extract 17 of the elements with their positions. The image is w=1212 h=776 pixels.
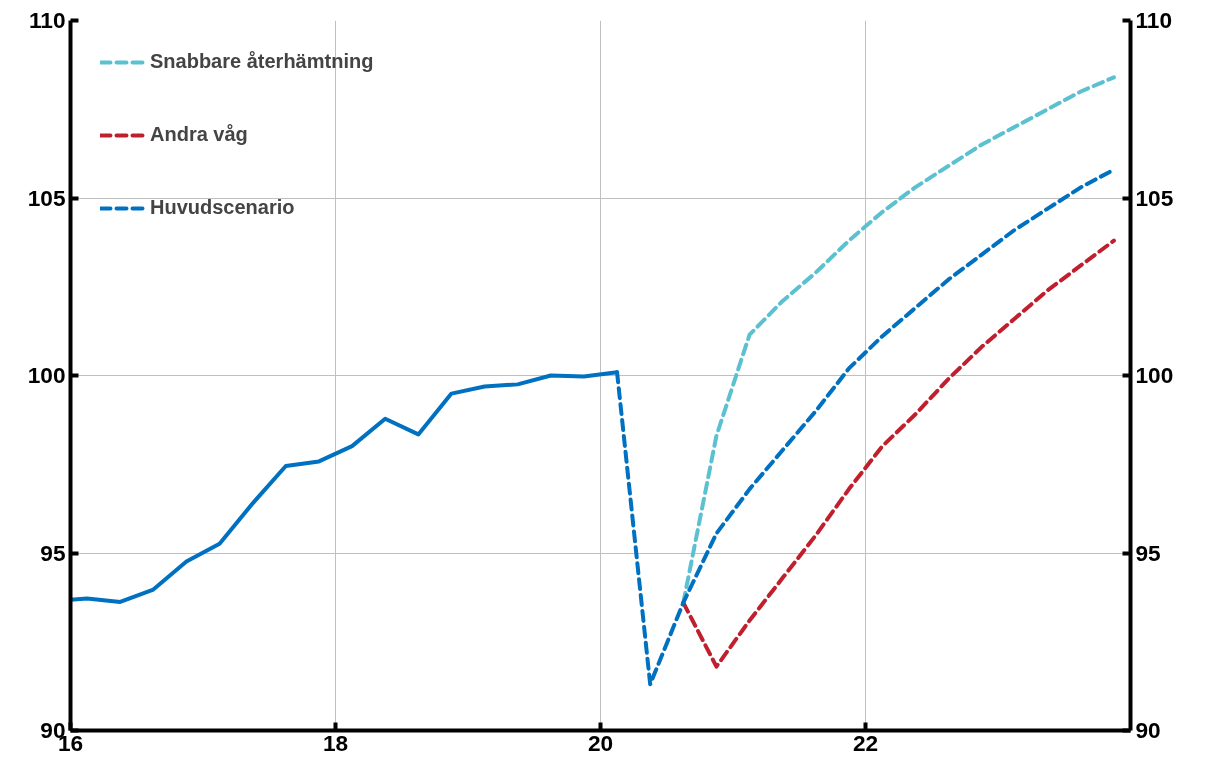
x-tick-label: 22	[852, 729, 879, 756]
y-tick-label: 95	[40, 539, 66, 566]
legend-label: Andra våg	[150, 123, 248, 146]
y-tick-label: 100	[27, 362, 66, 388]
y-tick-label: 105	[27, 184, 66, 211]
y-tick-label: 110	[28, 7, 66, 33]
line-series	[681, 75, 1116, 605]
y2-tick-label: 95	[1135, 539, 1161, 566]
line-series	[681, 238, 1116, 669]
x-tick-label: 18	[322, 729, 349, 756]
legend-label: Snabbare återhämtning	[150, 50, 374, 73]
x-tick-label: 20	[587, 729, 614, 756]
legend-label: Huvudscenario	[150, 196, 295, 219]
y2-tick-label: 105	[1135, 184, 1174, 211]
y2-tick-label: 90	[1135, 717, 1161, 743]
y2-tick-label: 110	[1135, 7, 1173, 33]
y2-tick-label: 100	[1135, 362, 1174, 388]
